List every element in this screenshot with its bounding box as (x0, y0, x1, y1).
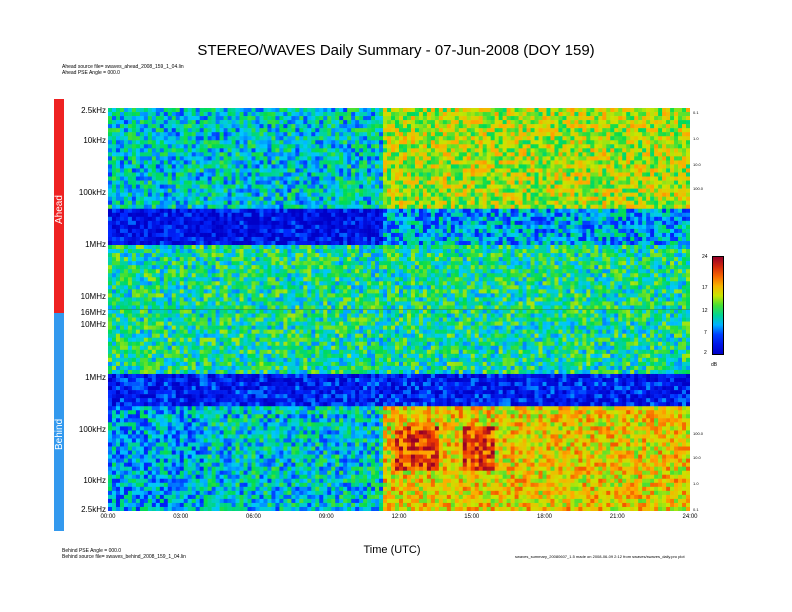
colorbar-tick-label: 12 (702, 308, 708, 314)
y-tick-label: 10kHz (83, 136, 106, 145)
right-tick-label: 0.1 (693, 110, 699, 115)
x-tick-label: 00:00 (100, 514, 116, 520)
spectrogram-plot (108, 108, 690, 511)
ahead-pse-note: Ahead PSE Angle = 000.0 (62, 70, 120, 76)
behind-bar (54, 313, 64, 531)
x-tick-label: 21:00 (609, 514, 625, 520)
x-tick-label: 09:00 (318, 514, 334, 520)
colorbar-tick-label: 2 (704, 350, 707, 356)
x-axis-labels: 00:00 03:00 06:00 09:00 12:00 15:00 18:0… (100, 514, 697, 524)
right-tick-label: 1.0 (693, 136, 699, 141)
right-tick-label: 100.0 (693, 186, 704, 191)
colorbar-tick-label: 7 (704, 330, 707, 336)
y-tick-label: 10MHz (80, 320, 106, 329)
right-tick-label: 10.0 (693, 162, 701, 167)
behind-pse-note: Behind PSE Angle = 000.0 (62, 548, 122, 554)
ahead-label: Ahead (54, 195, 65, 224)
right-tick-label: 0.1 (693, 507, 699, 512)
y-tick-label: 2.5kHz (81, 106, 106, 115)
x-tick-label: 15:00 (464, 514, 480, 520)
y-axis-labels: 2.5kHz 10kHz 100kHz 1MHz 10MHz 16MHz 10M… (66, 0, 106, 612)
ahead-bar (54, 99, 64, 313)
behind-source-note: Behind source file= swaves_behind_2008_1… (62, 554, 186, 560)
credit-note: swaves_summary_20080607_1.5 made on 2008… (515, 554, 685, 559)
x-tick-label: 24:00 (682, 514, 698, 520)
x-tick-label: 18:00 (536, 514, 552, 520)
y-tick-label: 2.5kHz (81, 505, 106, 514)
chart-title: STEREO/WAVES Daily Summary - 07-Jun-2008… (197, 42, 595, 59)
y-tick-label: 1MHz (85, 373, 106, 382)
behind-label: Behind (54, 418, 65, 450)
x-axis-title: Time (UTC) (363, 544, 421, 556)
x-tick-label: 06:00 (245, 514, 261, 520)
colorbar (712, 256, 724, 355)
colorbar-tick-label: 17 (702, 285, 708, 291)
x-tick-label: 03:00 (173, 514, 189, 520)
y-tick-label: 16MHz (80, 308, 106, 317)
x-tick-label: 12:00 (391, 514, 407, 520)
right-tick-label: 10.0 (693, 455, 701, 460)
y-tick-label: 10kHz (83, 476, 106, 485)
y-tick-label: 100kHz (78, 425, 106, 434)
colorbar-unit: dB (711, 362, 718, 368)
colorbar-tick-label: 24 (702, 254, 708, 260)
y-tick-label: 100kHz (78, 188, 106, 197)
y-tick-label: 1MHz (85, 240, 106, 249)
right-tick-label: 100.0 (693, 431, 704, 436)
y-tick-label: 10MHz (80, 292, 106, 301)
right-tick-label: 1.0 (693, 481, 699, 486)
ahead-source-note: Ahead source file= swaves_ahead_2008_159… (62, 64, 184, 70)
spectrogram-cells (108, 108, 690, 511)
